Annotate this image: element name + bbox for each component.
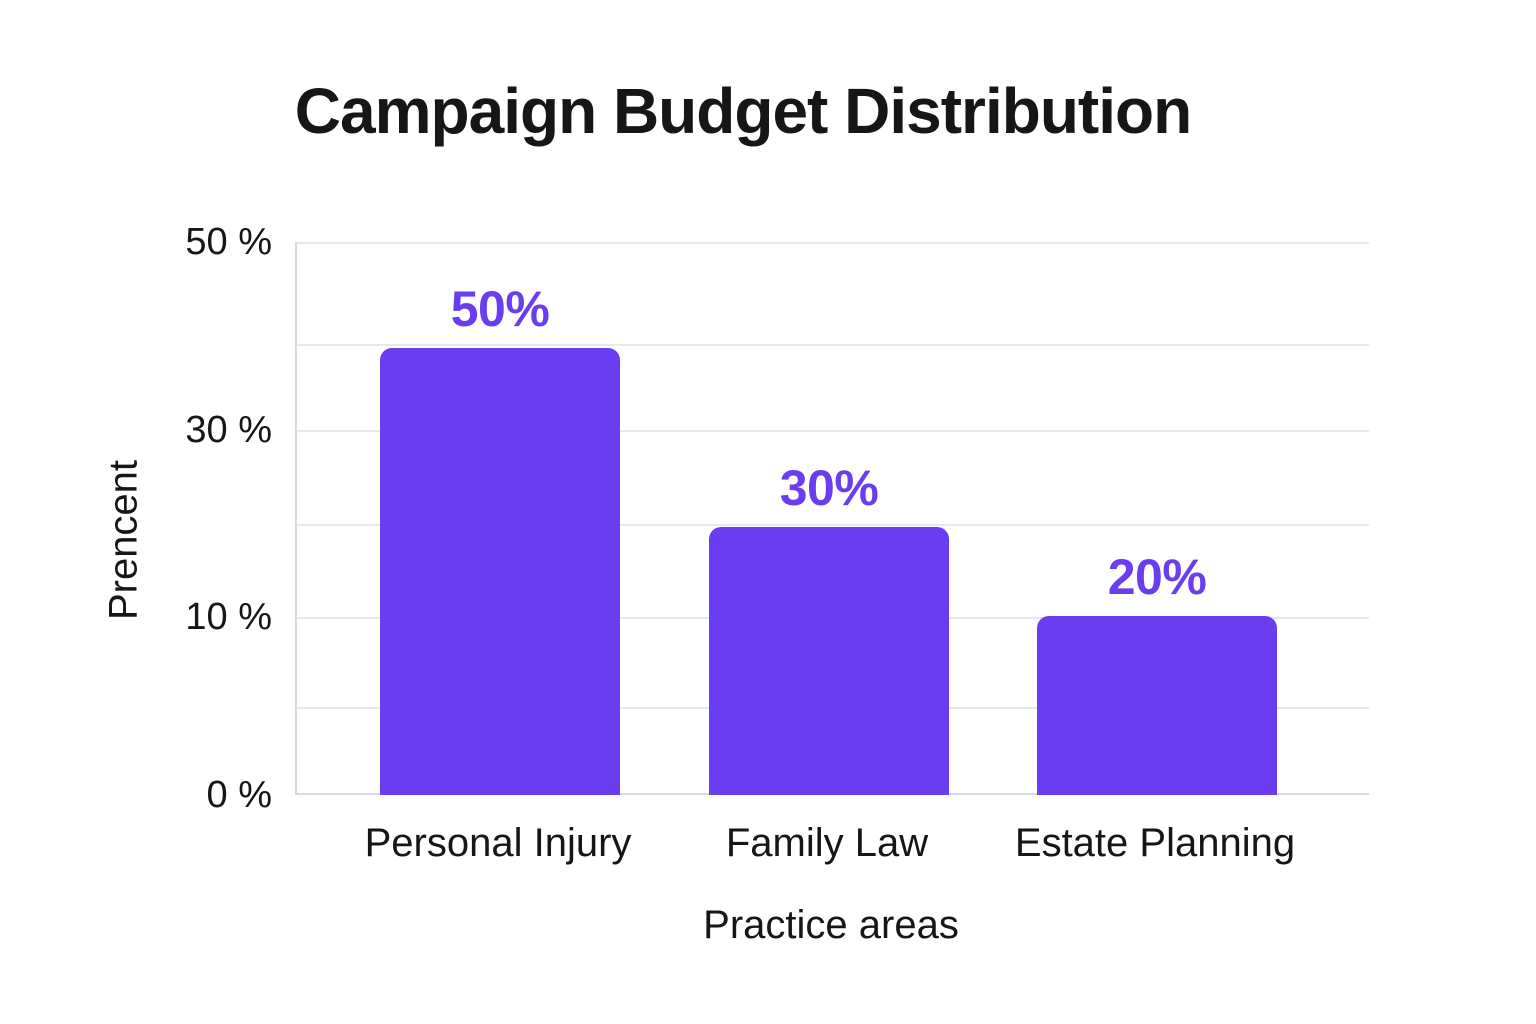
plot-area: 50% 30% 20% bbox=[295, 242, 1369, 795]
bar-value-label: 30% bbox=[779, 460, 879, 516]
bar bbox=[380, 348, 620, 795]
y-tick-label: 50 % bbox=[185, 221, 272, 263]
bar bbox=[1037, 616, 1277, 795]
gridline bbox=[297, 430, 1369, 432]
chart-title: Campaign Budget Distribution bbox=[294, 75, 1192, 147]
y-tick-label: 30 % bbox=[185, 409, 272, 451]
bar-group: 30% bbox=[709, 463, 949, 795]
bar-value-label: 50% bbox=[450, 281, 550, 337]
bar-group: 20% bbox=[1037, 552, 1277, 795]
y-tick-label: 10 % bbox=[185, 596, 272, 638]
gridline bbox=[297, 524, 1369, 526]
x-category-label: Family Law bbox=[725, 821, 929, 865]
x-axis-title: Practice areas bbox=[703, 903, 959, 947]
x-category-label: Estate Planning bbox=[1014, 821, 1296, 865]
gridline bbox=[297, 344, 1369, 346]
x-category-label: Personal Injury bbox=[364, 821, 632, 865]
bar-group: 50% bbox=[380, 284, 620, 795]
y-tick-label: 0 % bbox=[206, 774, 272, 816]
gridline bbox=[297, 242, 1369, 244]
bar bbox=[709, 527, 949, 795]
bar-value-label: 20% bbox=[1107, 549, 1207, 605]
